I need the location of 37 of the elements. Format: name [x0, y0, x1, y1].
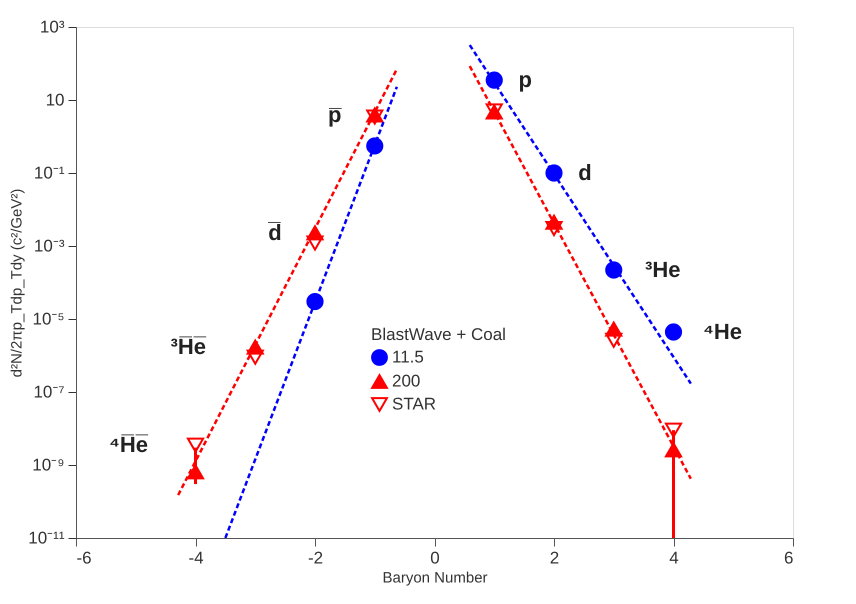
y-tick-label: 10⁻⁹ — [32, 456, 64, 474]
x-tick-label: 6 — [784, 548, 794, 568]
x-tick-label: 0 — [430, 548, 440, 568]
x-tick-label: -4 — [188, 548, 204, 568]
point — [664, 422, 682, 438]
annotation: d̅ — [268, 220, 282, 245]
y-axis-title: d²N/2πp_Tdp_Tdy (c²/GeV²) — [8, 188, 26, 378]
x-tick-label: 2 — [550, 548, 560, 568]
y-tick-label: 10⁻³ — [34, 236, 65, 256]
annotation: ³He — [645, 257, 680, 282]
y-tick-label: 10⁻¹¹ — [28, 528, 65, 548]
x-tick-label: -2 — [308, 548, 324, 568]
annotation: ⁴He — [702, 319, 742, 344]
point — [246, 350, 264, 365]
point — [605, 261, 622, 279]
annotation: ⁴H̅e̅ — [108, 432, 149, 458]
legend-label: 200 — [392, 372, 420, 390]
point — [545, 221, 563, 236]
legend-title: BlastWave + Coal — [371, 325, 506, 344]
y-tick-label: 10⁻⁵ — [32, 310, 64, 328]
x-tick-label: 4 — [669, 548, 679, 568]
x-tick-label: -6 — [76, 548, 92, 568]
annotation: p — [518, 67, 532, 92]
point — [306, 236, 324, 251]
legend-label: STAR — [392, 394, 436, 414]
y-tick-label: 10⁻⁷ — [33, 382, 64, 402]
annotation: p̅ — [328, 102, 342, 127]
y-tick-label: 10 — [46, 90, 64, 110]
x-axis-title: Baryon Number — [382, 570, 488, 586]
annotation: ³H̅e̅ — [170, 334, 207, 360]
legend-label: 11.5 — [392, 348, 424, 366]
y-tick-label: 10⁻¹ — [34, 164, 65, 182]
y-tick-label: 10³ — [40, 18, 65, 36]
point — [664, 323, 682, 341]
point — [605, 332, 622, 348]
annotation: d — [578, 160, 592, 185]
point — [186, 438, 204, 453]
